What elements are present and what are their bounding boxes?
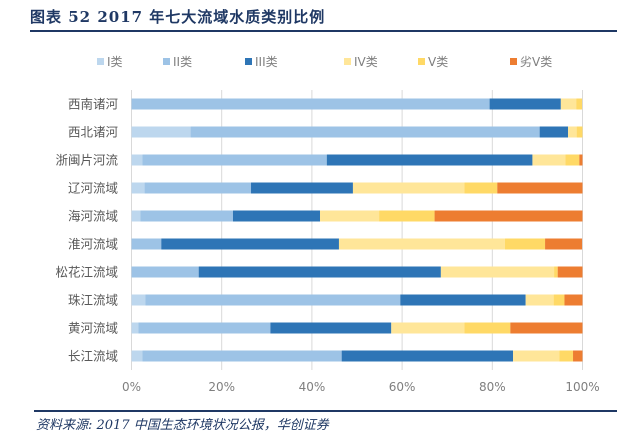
category-label: 淮河流域 xyxy=(68,237,118,252)
bar-segment xyxy=(579,154,583,166)
category-label: 长江流域 xyxy=(68,349,118,364)
x-tick-label: 80% xyxy=(479,380,506,394)
bar-segment xyxy=(352,182,465,194)
bar-segment xyxy=(557,266,583,278)
x-tick-label: 40% xyxy=(299,380,326,394)
category-label: 松花江流域 xyxy=(55,265,118,280)
x-tick-label: 60% xyxy=(389,380,416,394)
legend-item: IV类 xyxy=(344,53,378,70)
bar-segment xyxy=(545,238,583,250)
bar-segment xyxy=(391,322,465,334)
legend-swatch xyxy=(245,58,252,65)
bar-segment xyxy=(131,210,141,222)
bar-segment xyxy=(434,210,583,222)
title-divider xyxy=(30,30,617,32)
bar-segment xyxy=(144,182,252,194)
bar-segment xyxy=(554,266,558,278)
legend-label: 劣V类 xyxy=(520,55,553,69)
source-note: 资料来源: 2017 中国生态环境状况公报，华创证券 xyxy=(36,418,329,433)
bar-segment xyxy=(559,350,574,362)
category-label: 海河流域 xyxy=(68,209,118,224)
bar-segment xyxy=(131,350,143,362)
legend-item: III类 xyxy=(245,53,278,70)
bar-segment xyxy=(525,294,554,306)
bar-segment xyxy=(510,322,583,334)
category-label: 辽河流域 xyxy=(68,181,118,196)
category-label: 浙闽片河流 xyxy=(55,153,118,168)
legend-item: II类 xyxy=(163,53,192,70)
bar-segment xyxy=(142,350,342,362)
bar-segment xyxy=(532,154,566,166)
chart-title: 图表 52 2017 年七大流域水质类别比例 xyxy=(30,8,326,26)
legend-label: II类 xyxy=(173,55,193,69)
bar-segment xyxy=(161,238,339,250)
bar-segment xyxy=(504,238,546,250)
bar-segment xyxy=(464,182,498,194)
x-tick-label: 0% xyxy=(122,380,141,394)
bar-segment xyxy=(140,210,233,222)
bar-segment xyxy=(464,322,511,334)
bar-segment xyxy=(576,126,583,138)
bar-segment xyxy=(131,126,191,138)
bar-segment xyxy=(497,182,583,194)
bar-segment xyxy=(573,350,583,362)
bar-segment xyxy=(341,350,514,362)
legend-label: I类 xyxy=(107,55,123,69)
bar-segment xyxy=(489,98,561,110)
bar-segment xyxy=(131,154,143,166)
x-tick-label: 20% xyxy=(208,380,235,394)
bar-segment xyxy=(131,98,490,110)
legend-item: V类 xyxy=(418,53,448,70)
bar-segment xyxy=(564,294,583,306)
bar-segment xyxy=(131,182,145,194)
bar-segment xyxy=(270,322,392,334)
legend-swatch xyxy=(163,58,170,65)
bar-segment xyxy=(131,238,162,250)
bar-segment xyxy=(131,322,139,334)
bar-segment xyxy=(131,266,199,278)
bar-segment xyxy=(320,210,380,222)
bar-segment xyxy=(400,294,526,306)
bar-segment xyxy=(539,126,569,138)
bar-segment xyxy=(251,182,353,194)
category-label: 珠江流域 xyxy=(68,293,118,308)
bar-segment xyxy=(232,210,321,222)
legend: I类 II类 III类 IV类 V类 劣V类 xyxy=(0,53,617,69)
legend-item: I类 xyxy=(97,53,123,70)
bar-segment xyxy=(565,154,580,166)
legend-swatch xyxy=(510,58,517,65)
category-label: 黄河流域 xyxy=(68,321,118,336)
legend-label: IV类 xyxy=(354,55,378,69)
bar-segment xyxy=(568,126,577,138)
legend-swatch xyxy=(344,58,351,65)
category-label: 西南诸河 xyxy=(68,97,119,112)
bar-segment xyxy=(145,294,401,306)
bar-segment xyxy=(379,210,435,222)
legend-label: V类 xyxy=(428,55,449,69)
bar-segment xyxy=(560,98,577,110)
x-tick-label: 100% xyxy=(565,380,599,394)
legend-item: 劣V类 xyxy=(510,53,552,70)
bar-segment xyxy=(326,154,533,166)
bar-segment xyxy=(190,126,540,138)
bar-segment xyxy=(142,154,327,166)
category-label: 西北诸河 xyxy=(68,125,119,140)
legend-swatch xyxy=(97,58,104,65)
bar-segment xyxy=(440,266,555,278)
bar-segment xyxy=(138,322,271,334)
bar-segment xyxy=(338,238,505,250)
legend-label: III类 xyxy=(255,55,278,69)
bar-segment xyxy=(513,350,560,362)
bar-segment xyxy=(198,266,441,278)
bar-segment xyxy=(553,294,565,306)
source-divider xyxy=(34,410,617,412)
bar-segment xyxy=(576,98,583,110)
bar-segment xyxy=(131,294,146,306)
legend-swatch xyxy=(418,58,425,65)
